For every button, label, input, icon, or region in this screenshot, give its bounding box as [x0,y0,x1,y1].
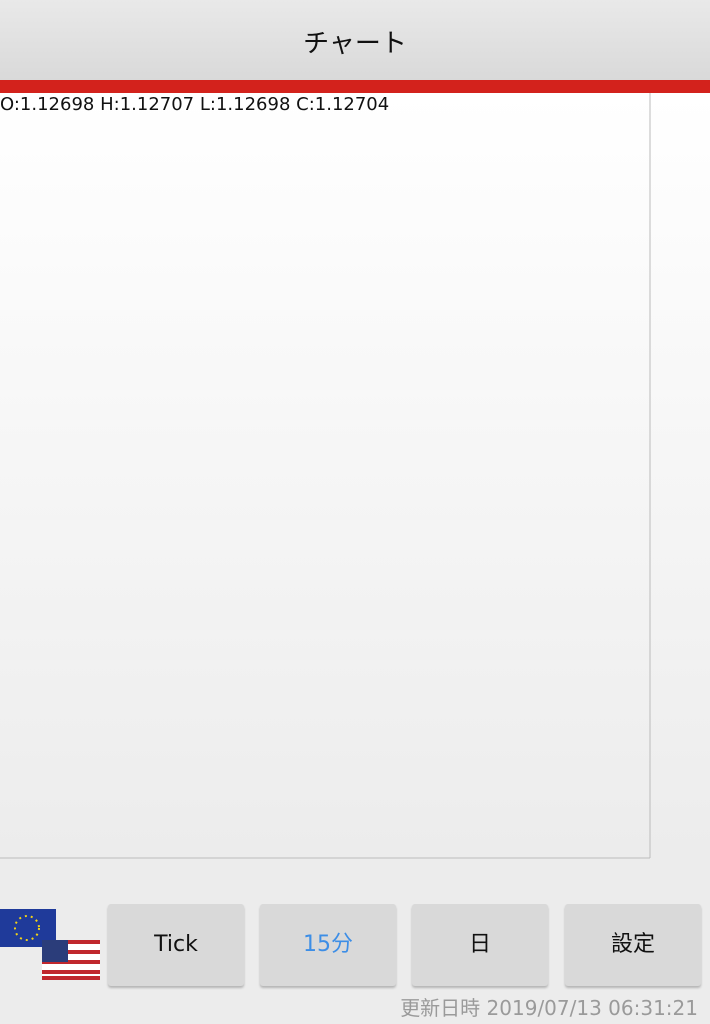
header-accent [0,80,710,93]
low-value: L:1.12698 [199,94,291,115]
settings-button[interactable]: 設定 [565,904,701,986]
close-value: C:1.12704 [296,94,390,115]
ohlc-summary: O:1.12698 H:1.12707 L:1.12698 C:1.12704 [0,94,389,115]
updated-time: 更新日時 2019/07/13 06:31:21 [400,996,698,1020]
high-value: H:1.12707 [100,94,195,115]
app-title: チャート [0,0,710,80]
open-value: O:1.12698 [0,94,95,115]
chart-background [0,93,710,860]
tick-button[interactable]: Tick [108,904,244,986]
currency-flags [0,909,100,980]
timeframe-button[interactable]: 15分 [260,904,396,986]
day-button[interactable]: 日 [412,904,548,986]
